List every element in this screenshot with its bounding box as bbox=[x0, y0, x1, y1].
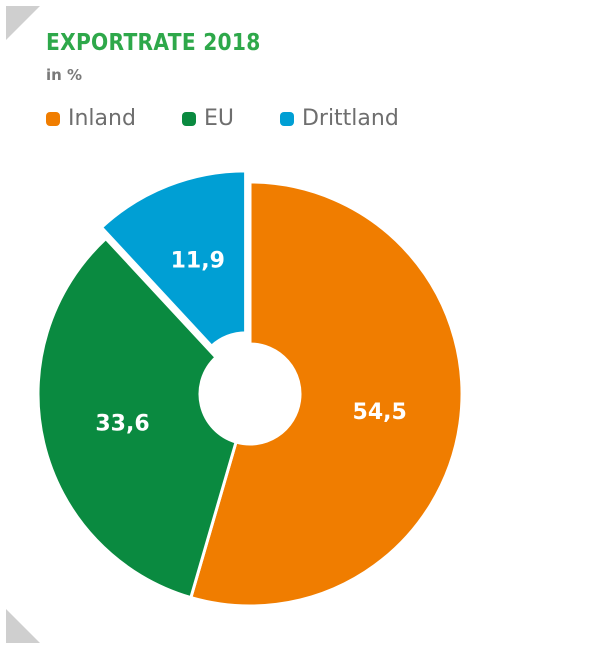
legend: Inland EU Drittland bbox=[46, 106, 445, 131]
legend-swatch-drittland bbox=[279, 111, 294, 126]
legend-label-inland: Inland bbox=[68, 106, 136, 131]
donut-slices bbox=[36, 169, 464, 608]
legend-label-eu: EU bbox=[203, 106, 234, 131]
legend-item-inland: Inland bbox=[46, 106, 136, 131]
legend-swatch-inland bbox=[46, 111, 60, 126]
donut-labels: 54,5 33,6 11,9 bbox=[95, 248, 406, 436]
slice-inland bbox=[189, 180, 464, 608]
legend-item-eu: EU bbox=[181, 106, 234, 131]
legend-swatch-eu bbox=[181, 111, 196, 126]
slice-label-inland: 54,5 bbox=[353, 400, 407, 425]
slice-label-eu: 33,6 bbox=[95, 412, 149, 437]
slice-eu bbox=[36, 237, 238, 600]
slice-drittland bbox=[99, 169, 248, 348]
slice-label-drittland: 11,9 bbox=[171, 248, 225, 273]
legend-label-drittland: Drittland bbox=[301, 106, 399, 131]
chart-title: EXPORTRATE 2018 bbox=[46, 30, 261, 56]
chart-subtitle: in % bbox=[46, 66, 83, 84]
corner-marker-bottom bbox=[6, 609, 40, 643]
legend-item-drittland: Drittland bbox=[279, 106, 399, 131]
corner-marker-top bbox=[6, 6, 40, 40]
